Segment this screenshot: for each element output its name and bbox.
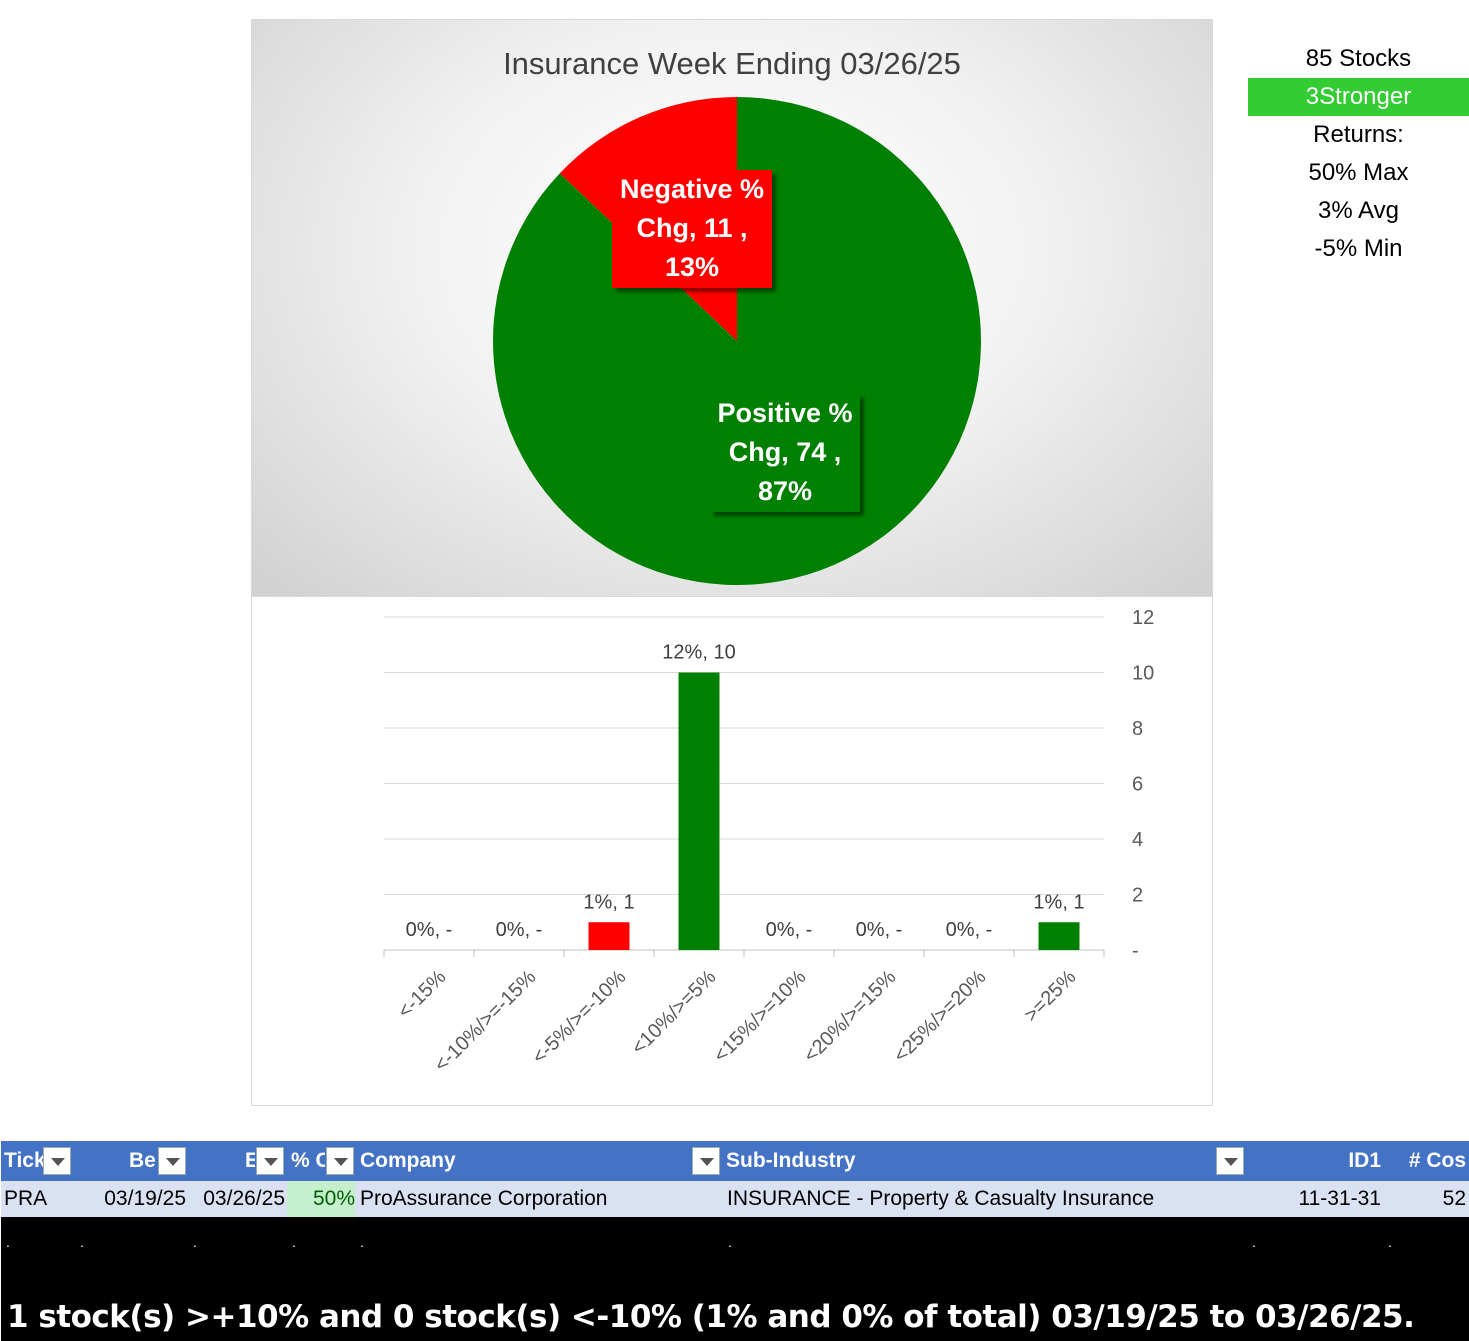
cell-dot: . [6, 1234, 10, 1250]
header-end: E [245, 1149, 255, 1172]
pie-label-negative-line2: Chg, 11 , [636, 213, 748, 243]
pie-label-positive-line2: Chg, 74 , [728, 437, 842, 467]
header-pct-change: % C [291, 1149, 325, 1172]
data-label: 0%, - [406, 919, 453, 941]
category-label: <10%/>=5% [628, 966, 721, 1059]
cell-dot: . [80, 1234, 84, 1250]
data-label: 12%, 10 [662, 642, 735, 664]
y-tick-label: 2 [1132, 885, 1143, 907]
bar-chart-panel: -2 4 6 8 10 12 0%, - <-15% 0%, - <-10%/>=-15% 1%, … [251, 597, 1213, 1106]
cell-dot: . [728, 1234, 732, 1250]
returns-max: 50% Max [1308, 159, 1409, 186]
cell-ticker: PRA [4, 1187, 48, 1210]
pie-label-negative-line3: 13% [664, 252, 720, 282]
stock-count: 85 Stocks [1305, 45, 1412, 72]
pie-chart-panel: Insurance Week Ending 03/26/25 Negative … [251, 19, 1213, 597]
header-num-cos: # Cos [1408, 1149, 1466, 1172]
filter-dropdown-icon[interactable] [326, 1147, 354, 1175]
cell-dot: . [1388, 1234, 1392, 1250]
returns-label: Returns: [1313, 121, 1404, 148]
data-label: 0%, - [856, 919, 903, 941]
pie-chart-title: Insurance Week Ending 03/26/25 [503, 46, 961, 81]
footer-band [1, 1217, 1469, 1341]
cell-id1: 11-31-31 [1298, 1187, 1381, 1210]
data-label: 0%, - [946, 919, 993, 941]
table-row[interactable]: PRA 03/19/25 03/26/25 50% ProAssurance C… [1, 1181, 1469, 1217]
header-id1: ID1 [1348, 1149, 1381, 1172]
data-label: 0%, - [496, 919, 543, 941]
data-label: 1%, 1 [1033, 891, 1084, 913]
category-label: <-15% [394, 966, 451, 1023]
footer-summary: 1 stock(s) >+10% and 0 stock(s) <-10% (1… [7, 1299, 1415, 1335]
header-company: Company [360, 1149, 456, 1172]
data-label: 0%, - [766, 919, 813, 941]
pie-label-positive-line1: Positive % [717, 398, 853, 428]
cell-num-cos: 52 [1442, 1187, 1466, 1210]
returns-min: -5% Min [1314, 235, 1403, 262]
category-label: >=25% [1020, 966, 1081, 1027]
category-label: <25%/>=20% [890, 966, 991, 1067]
filter-dropdown-icon[interactable] [43, 1147, 71, 1175]
y-tick-label: 12 [1132, 607, 1154, 629]
bar-7 [1038, 922, 1080, 950]
cell-end-date: 03/26/25 [203, 1187, 285, 1210]
filter-dropdown-icon[interactable] [692, 1147, 720, 1175]
cell-dot: . [193, 1234, 197, 1250]
filter-dropdown-icon[interactable] [256, 1147, 284, 1175]
y-tick-label: - [1132, 940, 1139, 962]
data-label: 1%, 1 [583, 891, 634, 913]
header-ticker: Tick [4, 1149, 44, 1172]
summary-panel: 85 Stocks 3Stronger Returns: 50% Max 3% … [1248, 40, 1469, 268]
category-label: <-5%/>=-10% [528, 966, 631, 1069]
header-sub-industry: Sub-Industry [726, 1149, 856, 1172]
cell-dot: . [292, 1234, 296, 1250]
cell-pct-change: 50% [287, 1181, 355, 1217]
filter-dropdown-icon[interactable] [158, 1147, 186, 1175]
table-header: Tick Be E % C Company Sub-Industry ID1 #… [1, 1141, 1469, 1181]
cell-sub-industry: INSURANCE - Property & Casualty Insuranc… [727, 1187, 1155, 1210]
returns-avg: 3% Avg [1318, 197, 1399, 224]
pie-label-negative: Negative % Chg, 11 , 13% [612, 170, 772, 288]
header-begin: Be [129, 1149, 155, 1172]
cell-dot: . [1252, 1234, 1256, 1250]
category-label: <15%/>=10% [710, 966, 811, 1067]
cell-dot: . [360, 1234, 364, 1250]
y-tick-label: 4 [1132, 829, 1143, 851]
y-tick-label: 10 [1132, 663, 1154, 685]
pie-label-positive-line3: 87% [757, 476, 813, 506]
y-tick-label: 6 [1132, 774, 1143, 796]
strength-badge: 3Stronger [1248, 78, 1469, 116]
pie-label-negative-line1: Negative % [619, 174, 765, 204]
y-tick-label: 8 [1132, 718, 1143, 740]
stock-table: Tick Be E % C Company Sub-Industry ID1 #… [1, 1141, 1469, 1217]
pie-label-positive: Positive % Chg, 74 , 87% [710, 394, 860, 512]
bar-2 [588, 922, 630, 950]
filter-dropdown-icon[interactable] [1216, 1147, 1244, 1175]
bar-3 [678, 672, 720, 950]
cell-begin-date: 03/19/25 [104, 1187, 186, 1210]
cell-company: ProAssurance Corporation [360, 1187, 608, 1210]
category-label: <20%/>=15% [800, 966, 901, 1067]
